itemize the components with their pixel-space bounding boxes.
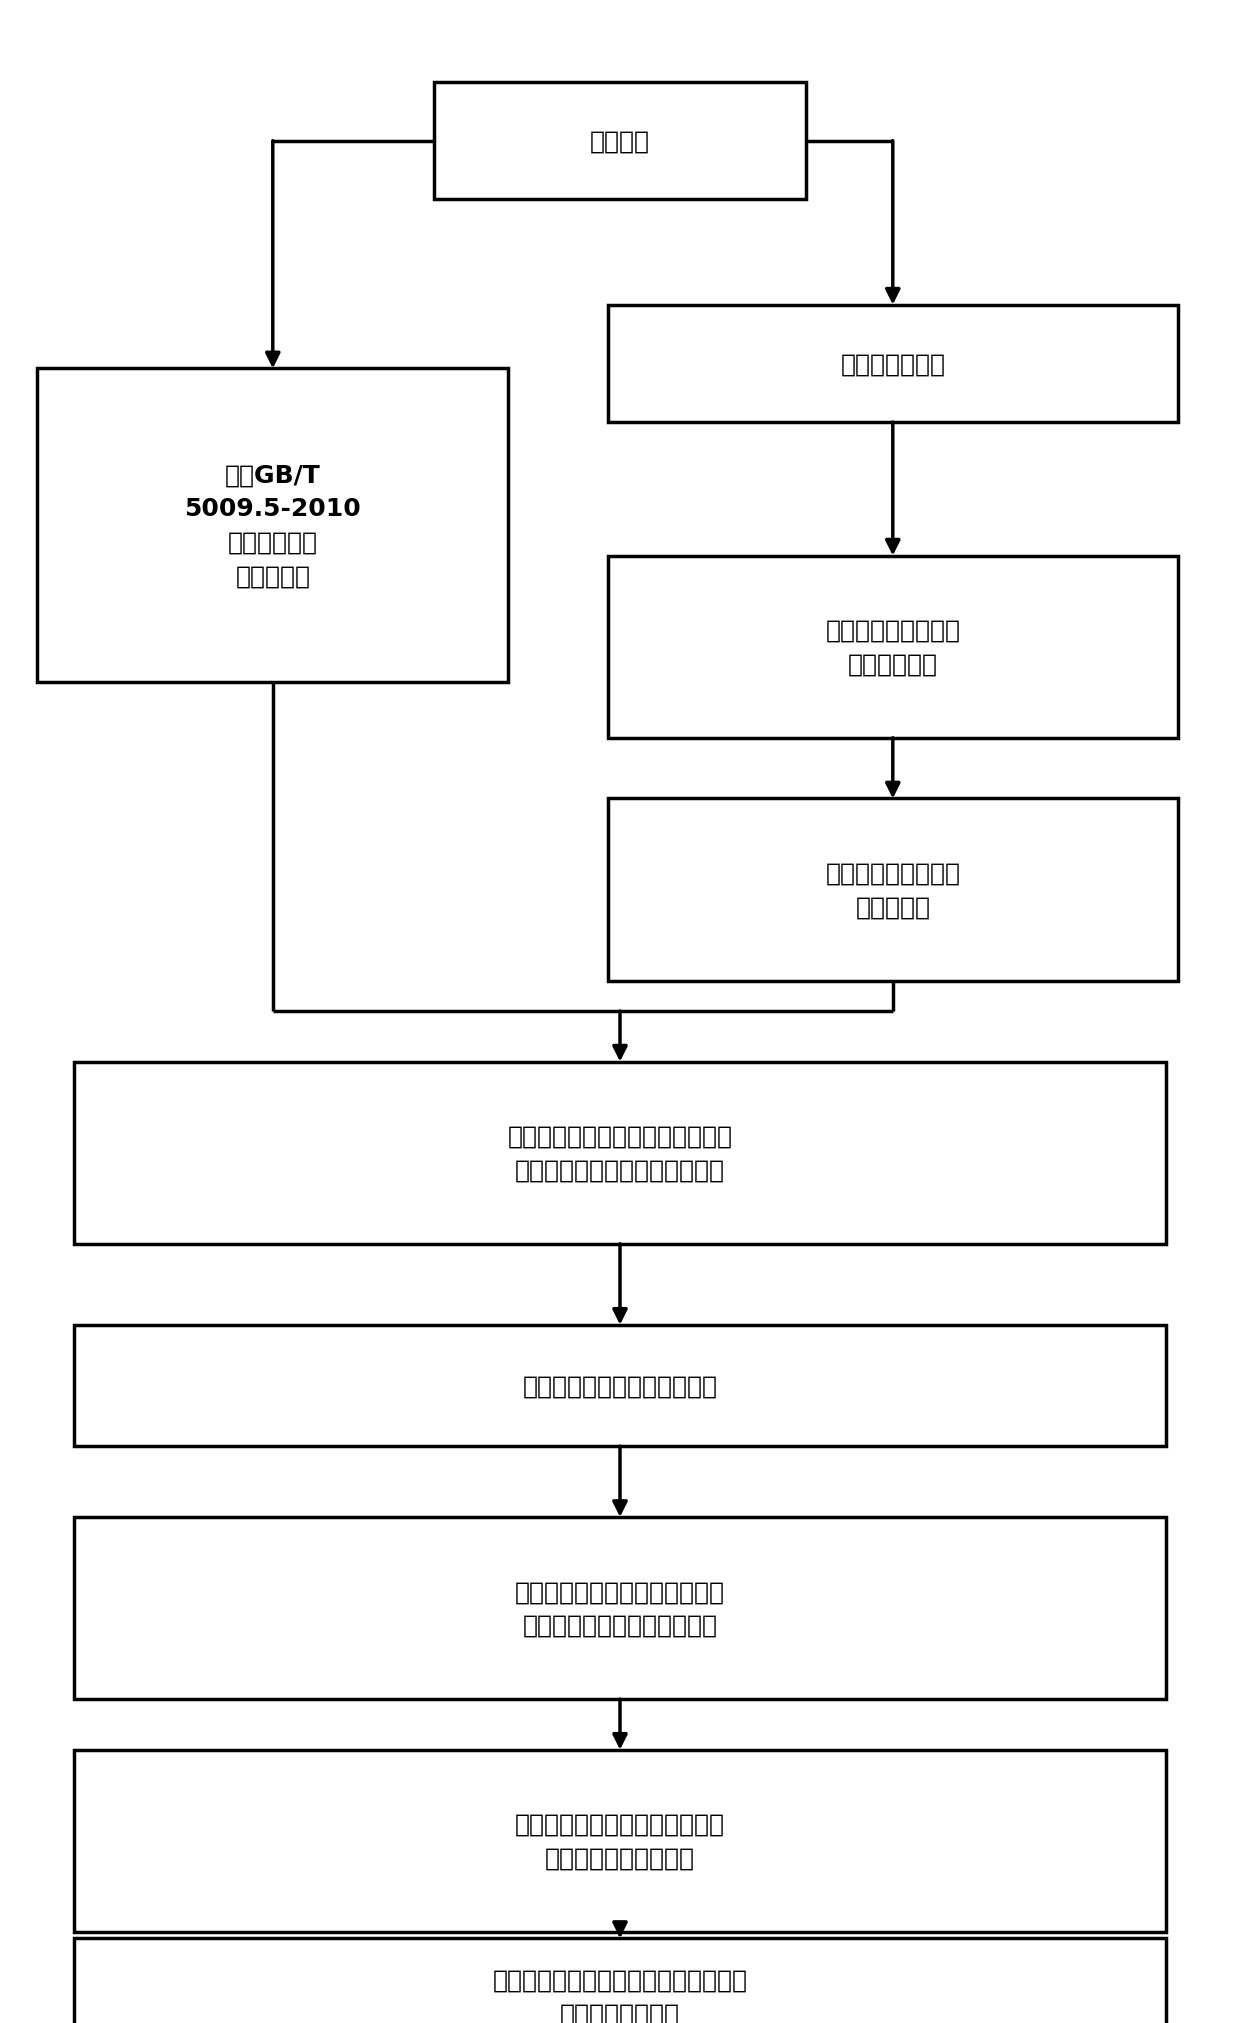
Text: 按照GB/T
5009.5-2010
测定花生品种
蛋白质含量: 按照GB/T 5009.5-2010 测定花生品种 蛋白质含量 <box>185 463 361 589</box>
Text: 花生品种: 花生品种 <box>590 129 650 154</box>
Text: 利用特征波长模型将高光谱图像转换成
蛋白质含量分布图: 利用特征波长模型将高光谱图像转换成 蛋白质含量分布图 <box>492 1968 748 2023</box>
Bar <box>74 1938 1166 2023</box>
Bar <box>74 1325 1166 1446</box>
Text: 建立蛋白质含量与特征波长平均
光谱的偏最小二乘法定量模型: 建立蛋白质含量与特征波长平均 光谱的偏最小二乘法定量模型 <box>515 1580 725 1637</box>
Bar <box>74 1750 1166 1932</box>
Bar <box>608 305 1178 423</box>
Bar <box>434 83 806 200</box>
Text: 对平均光谱进行二阶
导数预处理: 对平均光谱进行二阶 导数预处理 <box>826 862 960 918</box>
Bar <box>608 556 1178 738</box>
Text: 图像校正与背景删除
提取平均光谱: 图像校正与背景删除 提取平均光谱 <box>826 619 960 676</box>
Bar <box>608 799 1178 981</box>
Text: 通过回归系数，确定特征波长: 通过回归系数，确定特征波长 <box>522 1374 718 1398</box>
Text: 建立并验证蛋白质含量与全波段平
均光谱的偏最小二乘法回归模型: 建立并验证蛋白质含量与全波段平 均光谱的偏最小二乘法回归模型 <box>507 1125 733 1181</box>
Text: 高光谱图像获取: 高光谱图像获取 <box>841 352 945 376</box>
Text: 采用外部验证方法验证特征波长
偏最小二乘法定量模型: 采用外部验证方法验证特征波长 偏最小二乘法定量模型 <box>515 1813 725 1869</box>
Bar <box>74 1062 1166 1244</box>
Bar <box>37 368 508 684</box>
Bar <box>74 1517 1166 1699</box>
